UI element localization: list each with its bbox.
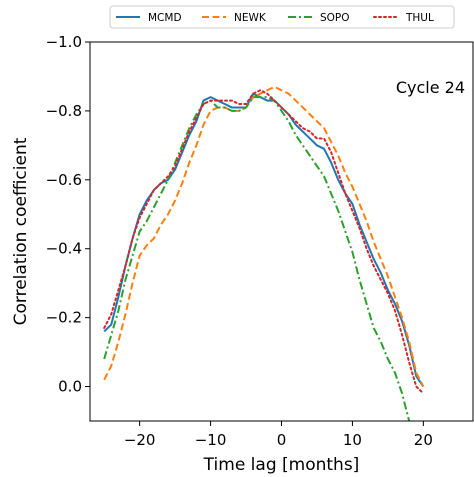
- series-line-newk: [103, 85, 425, 388]
- legend: MCMD NEWK SOPO THUL: [109, 5, 455, 29]
- legend-label-newk: NEWK: [234, 12, 267, 24]
- y-axis-label: Correlation coefficient: [11, 137, 31, 325]
- x-tick-label: 0: [277, 431, 287, 449]
- x-axis-label: Time lag [months]: [203, 455, 360, 475]
- y-tick-label: −1.0: [46, 33, 82, 51]
- legend-label-mcmd: MCMD: [148, 12, 182, 24]
- series-line-sopo: [103, 96, 411, 421]
- series-layer: [103, 85, 425, 421]
- y-tick-label: −0.8: [46, 102, 82, 120]
- x-tick-label: −10: [195, 431, 227, 449]
- legend-label-sopo: SOPO: [320, 12, 350, 24]
- y-axis: −1.0 −0.8 −0.6 −0.4 −0.2 0.0: [46, 33, 90, 396]
- x-tick-label: −20: [124, 431, 156, 449]
- y-tick-label: −0.6: [46, 171, 82, 189]
- series-line-thul: [103, 89, 425, 395]
- legend-label-thul: THUL: [405, 12, 434, 24]
- x-tick-label: 20: [414, 431, 433, 449]
- y-tick-label: 0.0: [58, 378, 82, 396]
- y-tick-label: −0.4: [46, 240, 82, 258]
- plot-frame: [89, 41, 474, 422]
- y-tick-label: −0.2: [46, 309, 82, 327]
- cycle-annotation: Cycle 24: [396, 78, 465, 97]
- legend-frame: [109, 5, 455, 29]
- x-axis: −20 −10 0 10 20: [124, 421, 433, 449]
- x-tick-label: 10: [343, 431, 362, 449]
